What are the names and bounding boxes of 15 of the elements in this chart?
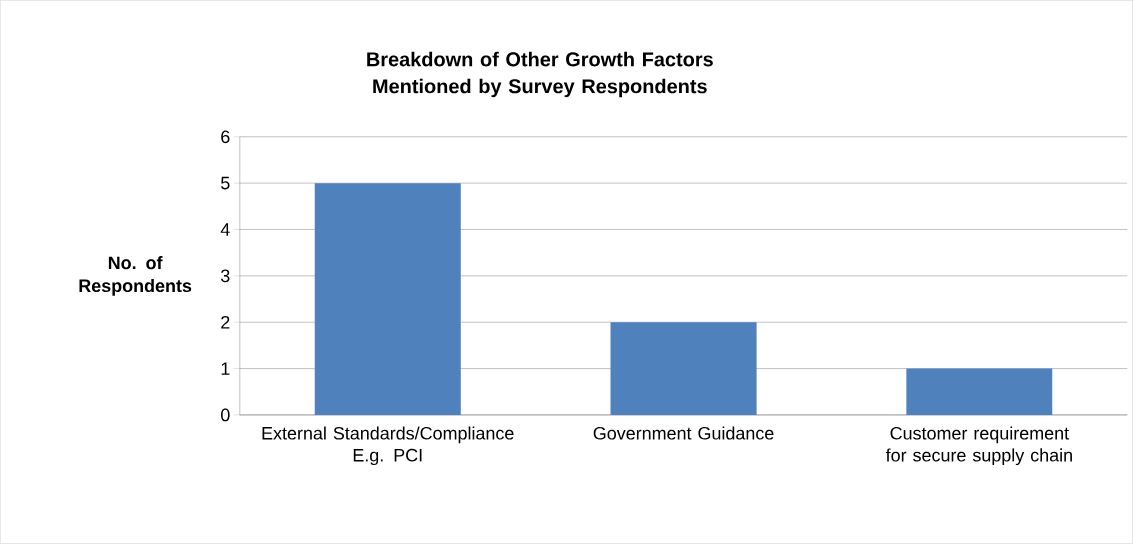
bar: [610, 322, 757, 416]
y-tick-label: 2: [221, 316, 230, 329]
chart-title: Breakdown of Other Growth Factors Mentioned by Survey Respondents: [367, 51, 713, 98]
x-tick-label: Government Guidance: [593, 426, 774, 440]
y-tick-label: 6: [221, 130, 230, 144]
bar: [906, 368, 1053, 416]
y-axis-title: No. of Respondents: [79, 256, 192, 296]
bar: [314, 183, 461, 416]
y-tick-label: 3: [221, 269, 230, 283]
y-tick-label: 5: [221, 177, 230, 190]
x-tick-label: External Standards/Compliance E.g. PCI: [262, 426, 514, 466]
x-tick-label: Customer requirement for secure supply chain: [885, 426, 1072, 466]
y-tick-label: 4: [220, 223, 230, 236]
y-tick-label: 0: [221, 408, 230, 422]
y-tick-label: 1: [221, 362, 230, 375]
